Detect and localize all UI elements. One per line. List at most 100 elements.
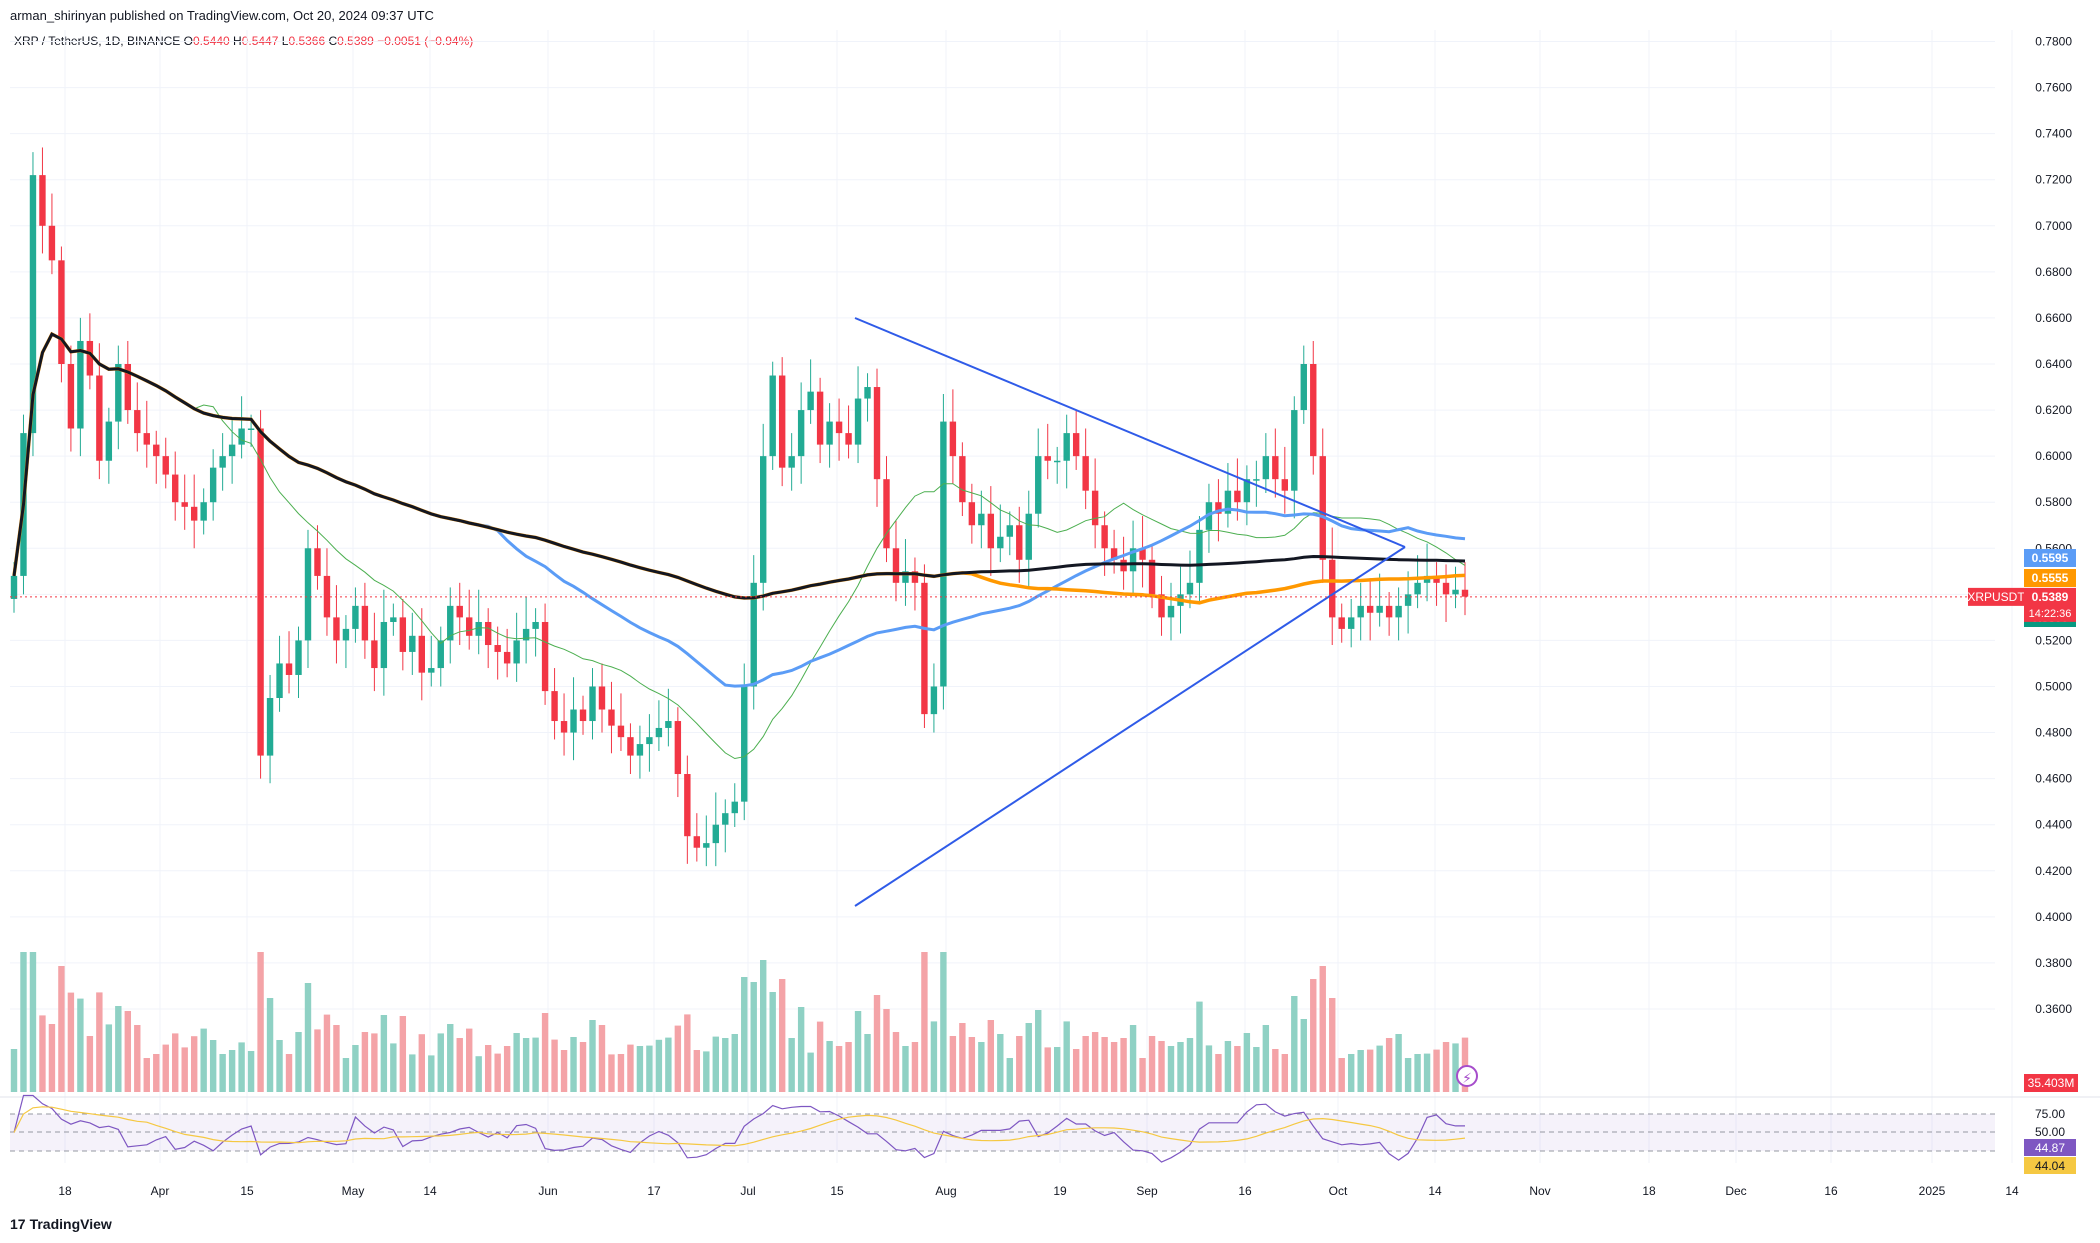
candle-body xyxy=(361,605,369,641)
volume-bar xyxy=(172,1033,179,1092)
candle-body xyxy=(475,621,482,636)
high-label: H xyxy=(233,34,242,48)
candle-body xyxy=(892,548,900,583)
candle-body xyxy=(58,260,65,364)
volume-bar xyxy=(1376,1045,1383,1092)
volume-bar xyxy=(503,1046,511,1092)
candle-body xyxy=(494,645,501,652)
volume-bar xyxy=(134,1025,141,1092)
rsi-tick-label: 50.00 xyxy=(2035,1125,2065,1139)
ticker-label: XRPUSDT xyxy=(1967,590,2025,604)
volume-bar xyxy=(1196,1001,1203,1092)
volume-bar xyxy=(29,952,37,1092)
publish-info: arman_shirinyan published on TradingView… xyxy=(10,8,434,23)
volume-bar xyxy=(1262,1025,1270,1092)
volume-bar xyxy=(1423,1053,1431,1092)
volume-bar xyxy=(560,1050,568,1092)
volume-bar xyxy=(115,1006,122,1092)
candle-body xyxy=(646,737,653,745)
candle-body xyxy=(39,175,46,226)
brand-name: TradingView xyxy=(29,1216,112,1232)
candle-body xyxy=(200,502,207,521)
candle-body xyxy=(1091,490,1099,526)
volume-bar xyxy=(883,1009,890,1092)
volume-bar xyxy=(276,1040,283,1092)
volume-bar xyxy=(741,977,748,1092)
low-label: L xyxy=(281,34,289,48)
volume-bar xyxy=(105,1024,113,1092)
candle-body xyxy=(807,391,814,411)
volume-bar xyxy=(1139,1058,1146,1092)
candle-body xyxy=(352,605,359,629)
volume-bar xyxy=(617,1054,625,1092)
volume-bar xyxy=(522,1038,530,1092)
volume-bar xyxy=(153,1054,160,1092)
candle-body xyxy=(238,428,245,445)
symbol-legend[interactable]: XRP / TetherUS, 1D, BINANCE O0.5440 H0.5… xyxy=(14,34,473,48)
volume-bar xyxy=(1158,1041,1165,1092)
volume-bar xyxy=(1215,1054,1222,1092)
volume-bar xyxy=(323,1014,331,1092)
volume-bar xyxy=(266,998,274,1092)
time-tick-label: Jun xyxy=(538,1184,557,1198)
volume-bar xyxy=(750,982,757,1092)
candle-body xyxy=(1253,479,1260,481)
candle-body xyxy=(532,621,539,629)
volume-bar xyxy=(1357,1050,1364,1092)
volume-bar xyxy=(1442,1042,1450,1092)
candle-body xyxy=(115,364,122,422)
candle-body xyxy=(1329,559,1336,618)
price-tick-label: 0.4400 xyxy=(2035,818,2072,832)
time-tick-label: Jul xyxy=(740,1184,755,1198)
volume-bar xyxy=(1310,979,1317,1092)
price-tick-label: 0.7800 xyxy=(2035,35,2072,49)
candle-body xyxy=(788,456,795,468)
volume-bar xyxy=(1414,1054,1421,1092)
candle-body xyxy=(1006,525,1013,537)
candle-body xyxy=(570,709,577,733)
price-marker-label: 0.5595 xyxy=(2032,551,2069,565)
volume-bar xyxy=(712,1036,719,1092)
candle-body xyxy=(96,375,103,461)
candle-body xyxy=(1072,433,1080,457)
ma-200-line xyxy=(12,332,1466,600)
candle-body xyxy=(181,502,188,507)
tradingview-logo[interactable]: 17 TradingView xyxy=(10,1216,112,1232)
candle-body xyxy=(987,513,995,549)
last-price-tag xyxy=(2024,587,2076,622)
candle-body xyxy=(1054,460,1061,463)
volume-bar xyxy=(1253,1047,1260,1092)
candle-body xyxy=(29,175,37,434)
price-tick-label: 0.6600 xyxy=(2035,311,2072,325)
candle-body xyxy=(1196,529,1203,583)
rsi-ma-line xyxy=(13,1106,1466,1147)
lightning-icon[interactable]: ⚡ xyxy=(1456,1065,1478,1087)
candle-body xyxy=(1234,490,1241,503)
price-tick-label: 0.5800 xyxy=(2035,495,2072,509)
time-tick-label: 14 xyxy=(1428,1184,1442,1198)
candle-body xyxy=(665,721,672,728)
volume-bar xyxy=(731,1034,738,1092)
candle-body xyxy=(541,621,549,692)
time-tick-label: 19 xyxy=(1053,1184,1067,1198)
time-tick-label: 16 xyxy=(1824,1184,1838,1198)
volume-bar xyxy=(968,1037,976,1092)
candle-body xyxy=(1385,605,1393,618)
price-tick-label: 0.4000 xyxy=(2035,910,2072,924)
volume-bar xyxy=(551,1039,558,1092)
candle-body xyxy=(579,709,587,722)
candle-body xyxy=(816,391,824,445)
candle-body xyxy=(48,225,56,261)
price-tick-label: 0.7600 xyxy=(2035,81,2072,95)
candle-body xyxy=(172,474,179,503)
candle-body xyxy=(1262,456,1270,480)
volume-bar xyxy=(845,1042,852,1092)
candle-body xyxy=(1025,513,1032,560)
candle-body xyxy=(10,575,18,599)
candle-body xyxy=(1186,582,1194,595)
volume-bar xyxy=(1461,1037,1469,1092)
volume-bar xyxy=(1366,1049,1374,1092)
candle-body xyxy=(333,617,340,641)
volume-bar xyxy=(437,1033,444,1092)
